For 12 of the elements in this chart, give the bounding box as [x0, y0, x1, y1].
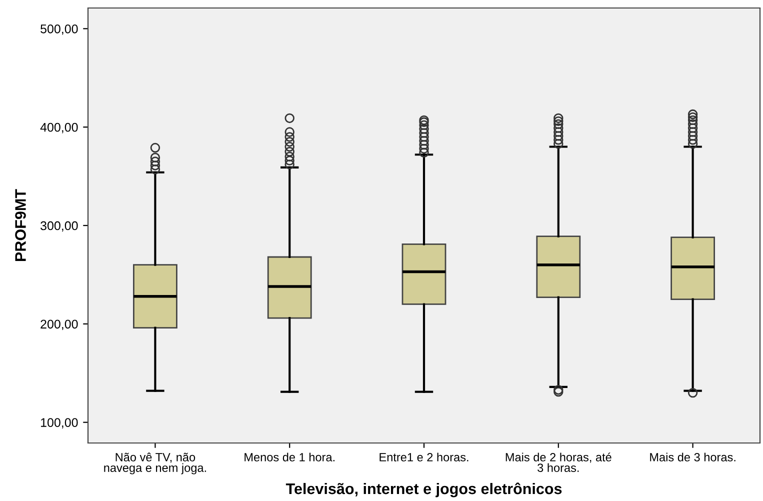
y-tick-label: 200,00	[40, 320, 78, 330]
x-tick-label: Entre1 e 2 horas.	[380, 452, 468, 462]
y-tick-label: 300,00	[40, 221, 78, 232]
y-tick-label: 100,00	[41, 418, 78, 428]
x-tick-label: Menos de 1 hora.	[244, 452, 334, 462]
y-axis-title: PROF9MT	[15, 189, 26, 261]
y-tick-label: 400,00	[40, 122, 78, 134]
x-tick-label: Mais de 3 horas.	[650, 452, 736, 462]
y-tick-label: 500,00	[40, 24, 78, 35]
x-axis-title: Televisão, internet e jogos eletrônicos	[286, 482, 562, 498]
x-tick-label: Não vê TV, não navega e nem joga.	[104, 452, 206, 474]
x-tick-label: Mais de 2 horas, até 3 horas.	[506, 452, 612, 472]
